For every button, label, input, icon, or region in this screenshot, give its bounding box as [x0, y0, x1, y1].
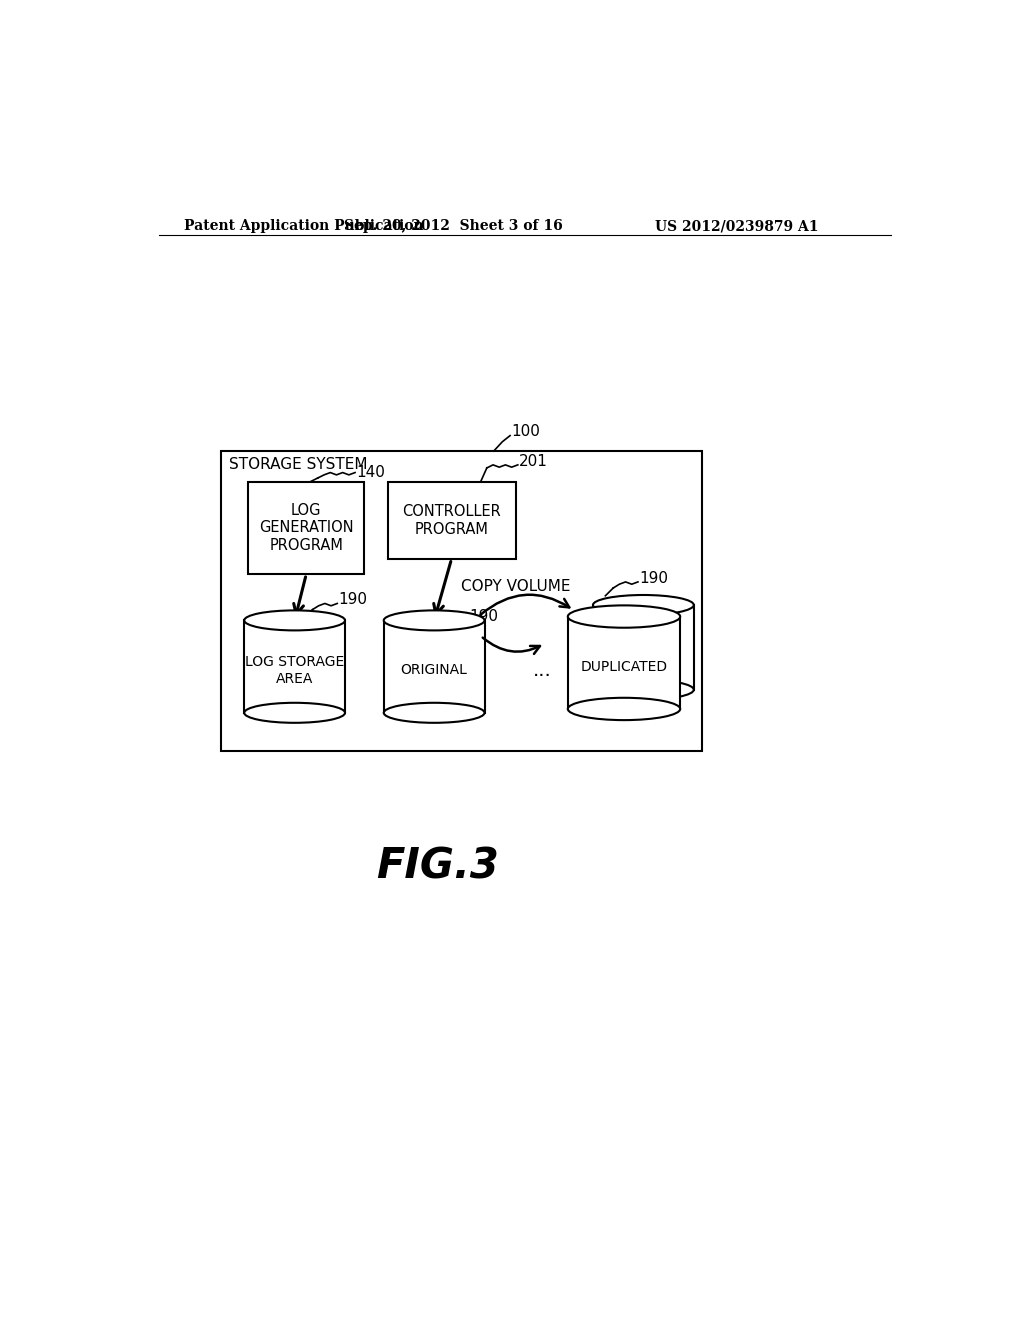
- Text: 100: 100: [512, 424, 541, 440]
- Bar: [593, 605, 693, 689]
- Text: Sep. 20, 2012  Sheet 3 of 16: Sep. 20, 2012 Sheet 3 of 16: [344, 219, 563, 234]
- Bar: [248, 482, 365, 574]
- Ellipse shape: [568, 698, 680, 721]
- Ellipse shape: [593, 680, 693, 700]
- Text: ...: ...: [534, 661, 552, 680]
- Text: DUPLICATED: DUPLICATED: [581, 660, 668, 673]
- Bar: [245, 620, 345, 713]
- Text: 140: 140: [356, 465, 385, 480]
- Ellipse shape: [245, 610, 345, 631]
- Ellipse shape: [384, 610, 484, 631]
- Text: ORIGINAL: ORIGINAL: [400, 664, 468, 677]
- Text: CONTROLLER
PROGRAM: CONTROLLER PROGRAM: [402, 504, 501, 536]
- Text: LOG STORAGE
AREA: LOG STORAGE AREA: [245, 655, 344, 685]
- Ellipse shape: [384, 702, 484, 723]
- Text: STORAGE SYSTEM: STORAGE SYSTEM: [228, 457, 368, 473]
- Text: 190: 190: [469, 609, 498, 624]
- Text: US 2012/0239879 A1: US 2012/0239879 A1: [655, 219, 818, 234]
- Ellipse shape: [593, 595, 693, 615]
- Text: 190: 190: [339, 593, 368, 607]
- Bar: [568, 616, 680, 709]
- Text: 201: 201: [519, 454, 548, 469]
- Ellipse shape: [245, 702, 345, 723]
- Bar: [388, 482, 515, 558]
- Text: LOG
GENERATION
PROGRAM: LOG GENERATION PROGRAM: [259, 503, 353, 553]
- Text: Patent Application Publication: Patent Application Publication: [183, 219, 424, 234]
- Text: FIG.3: FIG.3: [377, 846, 500, 888]
- Bar: [221, 451, 701, 751]
- Text: COPY VOLUME: COPY VOLUME: [461, 579, 570, 594]
- Bar: [384, 620, 484, 713]
- Text: 190: 190: [640, 570, 669, 586]
- Ellipse shape: [568, 606, 680, 628]
